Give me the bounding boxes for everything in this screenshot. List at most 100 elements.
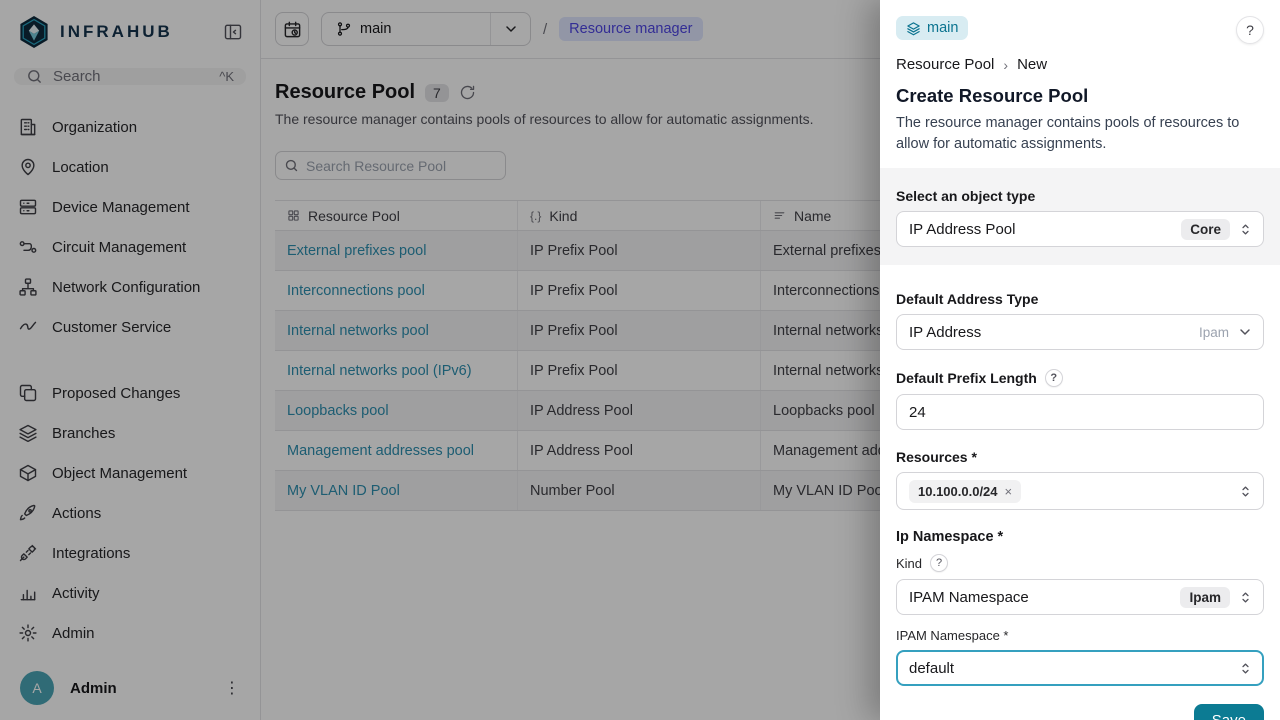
ipam-badge: Ipam xyxy=(1180,586,1230,608)
text-lines-icon xyxy=(773,209,786,222)
hierarchy-icon xyxy=(18,277,38,297)
sidebar-item-label: Proposed Changes xyxy=(52,384,181,402)
building-icon xyxy=(18,117,38,137)
remove-chip-icon[interactable]: × xyxy=(1004,483,1013,499)
sidebar-item-circuit-management[interactable]: Circuit Management xyxy=(0,227,260,267)
breadcrumb-current: New xyxy=(1017,56,1048,73)
column-header-name[interactable]: Name xyxy=(761,201,1280,230)
kind-value: IPAM Namespace xyxy=(909,588,1029,606)
search-icon xyxy=(284,158,299,173)
help-icon[interactable]: ? xyxy=(930,554,949,573)
pool-link[interactable]: My VLAN ID Pool xyxy=(287,482,400,499)
kebab-menu-icon[interactable]: ⋮ xyxy=(224,680,240,697)
help-button[interactable]: ? xyxy=(1236,16,1264,44)
sidebar-item-activity[interactable]: Activity xyxy=(0,573,260,613)
resources-multiselect[interactable]: 10.100.0.0/24 × xyxy=(896,472,1264,511)
grid-icon xyxy=(287,209,300,222)
object-type-section: Select an object type IP Address Pool Co… xyxy=(880,168,1280,266)
avatar: A xyxy=(20,671,54,705)
sidebar-item-label: Circuit Management xyxy=(52,238,187,256)
ipam-namespace-select[interactable]: default xyxy=(896,650,1264,687)
search-icon xyxy=(26,68,43,85)
sidebar-item-device-management[interactable]: Device Management xyxy=(0,187,260,227)
user-menu[interactable]: A Admin ⋮ xyxy=(0,657,260,720)
branch-badge-label: main xyxy=(927,20,959,36)
page-description: The resource manager contains pools of r… xyxy=(275,111,814,127)
search-shortcut: ^K xyxy=(219,69,234,84)
page-title: Resource Pool xyxy=(275,81,416,103)
sidebar-item-label: Location xyxy=(52,158,109,176)
prefix-length-field[interactable] xyxy=(896,394,1264,431)
object-type-label: Select an object type xyxy=(896,188,1036,205)
git-branch-icon xyxy=(336,21,352,37)
sidebar-item-integrations[interactable]: Integrations xyxy=(0,533,260,573)
breadcrumb-parent[interactable]: Resource Pool xyxy=(896,56,995,73)
chevron-down-icon[interactable] xyxy=(490,13,530,45)
core-badge: Core xyxy=(1181,218,1230,240)
column-header-resource-pool[interactable]: Resource Pool xyxy=(275,201,518,230)
branch-badge: main xyxy=(896,16,969,40)
search-placeholder: Search xyxy=(53,68,101,85)
sidebar-nav-primary: Organization Location Device Management xyxy=(0,97,260,351)
table-header: Resource Pool {.} Kind Name xyxy=(275,201,1280,231)
infrahub-logo-icon xyxy=(18,14,50,50)
chevron-down-icon xyxy=(1237,324,1253,340)
sidebar-item-proposed-changes[interactable]: Proposed Changes xyxy=(0,373,260,413)
pool-link[interactable]: Loopbacks pool xyxy=(287,402,389,419)
sidebar-item-network-configuration[interactable]: Network Configuration xyxy=(0,267,260,307)
sidebar-item-customer-service[interactable]: Customer Service xyxy=(0,307,260,347)
sidebar-item-label: Device Management xyxy=(52,198,190,216)
pool-kind: IP Prefix Pool xyxy=(518,311,761,350)
sidebar-item-label: Customer Service xyxy=(52,318,172,336)
column-header-kind[interactable]: {.} Kind xyxy=(518,201,761,230)
address-type-kind-hint: Ipam xyxy=(1198,324,1229,340)
copy-diff-icon xyxy=(18,383,38,403)
refresh-icon[interactable] xyxy=(459,84,476,101)
sidebar-item-label: Admin xyxy=(52,624,95,642)
sidebar-item-label: Activity xyxy=(52,584,100,602)
chevrons-up-down-icon xyxy=(1238,590,1253,605)
sidebar-item-actions[interactable]: Actions xyxy=(0,493,260,533)
layers-icon xyxy=(906,21,921,36)
pool-kind: IP Address Pool xyxy=(518,431,761,470)
drawer-title: Create Resource Pool xyxy=(896,85,1089,106)
branch-current[interactable]: main xyxy=(322,13,490,45)
column-label: Kind xyxy=(549,207,578,224)
pool-name: Internal networks pool xyxy=(773,322,915,339)
prefix-length-label: Default Prefix Length xyxy=(896,370,1037,387)
gear-icon xyxy=(18,623,38,643)
map-pin-icon xyxy=(18,157,38,177)
prefix-length-input[interactable] xyxy=(909,403,1253,421)
help-icon[interactable]: ? xyxy=(1044,369,1063,388)
breadcrumb-separator: / xyxy=(543,20,548,38)
breadcrumb-resource-manager[interactable]: Resource manager xyxy=(559,17,703,41)
sidebar-item-object-management[interactable]: Object Management xyxy=(0,453,260,493)
sidebar-item-organization[interactable]: Organization xyxy=(0,107,260,147)
object-type-select[interactable]: IP Address Pool Core xyxy=(896,211,1264,248)
sidebar-item-location[interactable]: Location xyxy=(0,147,260,187)
column-label: Resource Pool xyxy=(308,207,400,224)
kind-select[interactable]: IPAM Namespace Ipam xyxy=(896,579,1264,616)
search-input[interactable]: Search ^K xyxy=(14,68,246,85)
pool-link[interactable]: Internal networks pool (IPv6) xyxy=(287,362,472,379)
sidebar-item-branches[interactable]: Branches xyxy=(0,413,260,453)
sidebar-item-admin[interactable]: Admin xyxy=(0,613,260,653)
save-button[interactable]: Save xyxy=(1193,704,1264,720)
sidebar-nav-secondary: Proposed Changes Branches Object Managem… xyxy=(0,363,260,657)
layers-icon xyxy=(18,423,38,443)
pool-link[interactable]: Management addresses pool xyxy=(287,442,475,459)
pool-link[interactable]: External prefixes pool xyxy=(287,242,427,259)
search-resource-pool-input[interactable] xyxy=(275,151,506,180)
branch-selector[interactable]: main xyxy=(321,12,531,46)
logo-text: INFRAHUB xyxy=(60,22,173,41)
time-travel-button[interactable] xyxy=(275,12,309,46)
sidebar-collapse-icon[interactable] xyxy=(220,19,246,45)
sidebar-item-label: Object Management xyxy=(52,464,188,482)
pool-name: Internal networks pool xyxy=(773,362,915,379)
pool-link[interactable]: Internal networks pool xyxy=(287,322,429,339)
sidebar-item-label: Actions xyxy=(52,504,102,522)
drawer-breadcrumb: Resource Pool › New xyxy=(896,56,1264,73)
chevrons-up-down-icon xyxy=(1238,222,1253,237)
address-type-select[interactable]: IP Address Ipam xyxy=(896,314,1264,351)
pool-link[interactable]: Interconnections pool xyxy=(287,282,425,299)
